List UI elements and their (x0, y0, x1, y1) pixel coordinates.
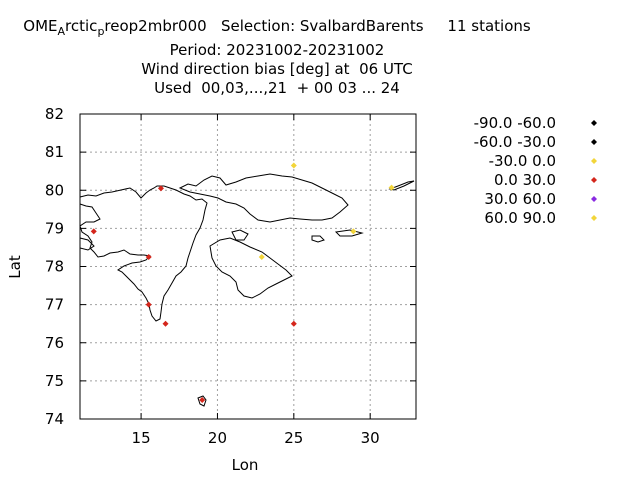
legend-item: -90.0 -60.0 (440, 114, 610, 133)
x-tick-label: 30 (361, 429, 380, 447)
coastline-nordaustlandet (178, 173, 349, 223)
station-point (290, 320, 297, 327)
legend-marker (591, 196, 597, 202)
station-point (90, 228, 97, 235)
coastline-forland (79, 237, 95, 251)
legend-item: -60.0 -30.0 (440, 133, 610, 152)
station-point (157, 185, 164, 192)
y-tick-label: 81 (45, 143, 64, 161)
y-tick-label: 77 (45, 296, 64, 314)
title-line-1: OMEArcticpreop2mbr000 Selection: Svalbar… (23, 17, 531, 38)
legend-label: 30.0 60.0 (484, 190, 556, 208)
y-axis-label: Lat (6, 255, 24, 279)
y-tick-label: 80 (45, 181, 64, 199)
coastline-kong-karls-land (311, 229, 364, 243)
x-tick-label: 15 (132, 429, 151, 447)
data-points (90, 162, 395, 403)
station-point (162, 320, 169, 327)
title-line-3: Wind direction bias [deg] at 06 UTC (141, 60, 413, 78)
coastline (79, 173, 415, 407)
station-point (350, 228, 357, 235)
station-point (199, 396, 206, 403)
legend-marker (591, 139, 597, 145)
station-point (388, 184, 395, 191)
legend-marker (591, 120, 597, 126)
legend-label: 0.0 30.0 (493, 171, 556, 189)
legend-label: -60.0 -30.0 (473, 133, 556, 151)
station-point (145, 253, 152, 260)
coastline-spitsbergen (79, 185, 208, 322)
legend-marker (591, 215, 597, 221)
legend-marker (591, 158, 597, 164)
legend-item: 60.0 90.0 (440, 209, 610, 228)
legend-label: -30.0 0.0 (488, 152, 556, 170)
coastline-bjornoya (197, 395, 207, 407)
title-line-2: Period: 20231002-20231002 (169, 41, 385, 59)
station-point (258, 253, 265, 260)
coastline-kvitoya (388, 180, 415, 191)
chart-title: OMEArcticpreop2mbr000 Selection: Svalbar… (0, 17, 554, 98)
x-axis-label: Lon (232, 456, 259, 474)
grid-lines (80, 114, 416, 419)
station-point (145, 301, 152, 308)
y-tick-label: 79 (45, 219, 64, 237)
title-line-4: Used 00,03,...,21 + 00 03 ... 24 (154, 79, 400, 97)
coastline-islet (231, 229, 249, 241)
y-tick-label: 74 (45, 410, 64, 428)
legend-label: 60.0 90.0 (484, 209, 556, 227)
axis-ticks: 15 20 25 30 74 75 76 77 78 79 80 81 82 (45, 105, 416, 447)
legend-label: -90.0 -60.0 (473, 114, 556, 132)
y-tick-label: 76 (45, 334, 64, 352)
legend-marker (591, 177, 597, 183)
y-tick-label: 82 (45, 105, 64, 123)
legend-item: 0.0 30.0 (440, 171, 610, 190)
x-tick-label: 25 (284, 429, 303, 447)
coastline-edgeoya (209, 237, 293, 299)
x-tick-label: 20 (208, 429, 227, 447)
legend-item: -30.0 0.0 (440, 152, 610, 171)
legend-item: 30.0 60.0 (440, 190, 610, 209)
station-point (290, 162, 297, 169)
y-tick-label: 78 (45, 258, 64, 276)
y-tick-label: 75 (45, 372, 64, 390)
